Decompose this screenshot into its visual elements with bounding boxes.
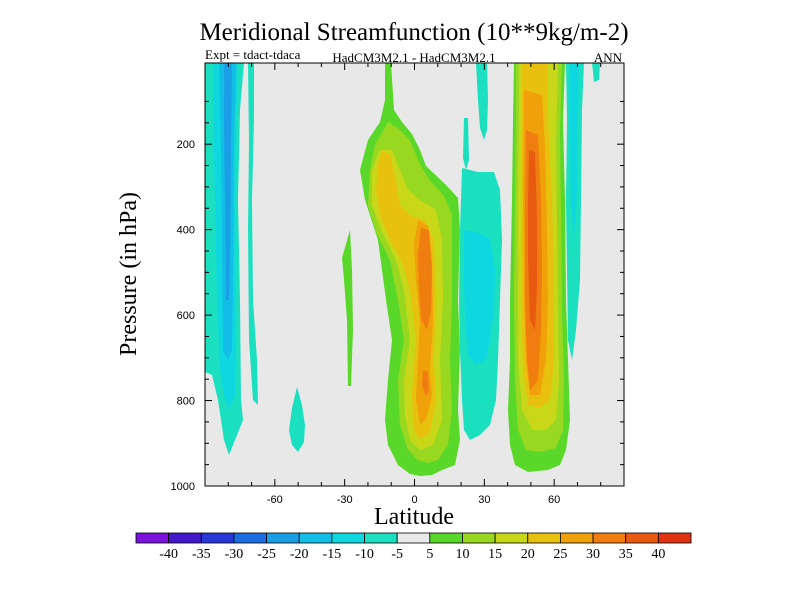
x-tick-label: -30 (337, 494, 353, 506)
contour-sh-neg-isolated (289, 387, 305, 452)
colorbar-label: 5 (426, 547, 433, 562)
x-axis-label: Latitude (374, 504, 454, 530)
colorbar-label: -20 (290, 547, 309, 562)
colorbar-label: 20 (521, 547, 535, 562)
colorbar-label: -40 (159, 547, 178, 562)
contour-sh-pos-wisp (342, 230, 353, 386)
contour-eq-neg-10 (464, 230, 495, 365)
y-tick-label: 200 (177, 139, 195, 151)
y-tick-label: 400 (177, 225, 195, 237)
colorbar: -40 -35 -30 -25 -20 -15 -10 -5 5 10 15 20 25 30 35 40 (135, 532, 692, 562)
subtitle-right: ANN (594, 50, 623, 65)
contour-eq-neg-small (463, 118, 469, 170)
colorbar-swatch (298, 532, 333, 544)
colorbar-swatch (592, 532, 627, 544)
x-tick-label: 30 (478, 494, 490, 506)
chart-title: Meridional Streamfunction (10**9kg/m-2) (199, 19, 628, 46)
y-tick-label: 800 (177, 396, 195, 408)
colorbar-label: -15 (323, 547, 342, 562)
x-axis: -60 -30 0 30 60 (204, 63, 625, 506)
subtitle-center: HadCM3M2.1 - HadCM3M2.1 (332, 50, 495, 65)
colorbar-swatch (266, 532, 300, 544)
x-tick-label: 60 (548, 494, 560, 506)
colorbar-swatch (233, 532, 267, 544)
colorbar-label: -10 (355, 547, 374, 562)
colorbar-label: 40 (651, 547, 665, 562)
contour-tr-pos-30b (422, 370, 429, 395)
colorbar-swatch (200, 532, 235, 544)
colorbar-swatch (168, 532, 202, 544)
contour-eq-neg-upper (476, 63, 488, 140)
contour-nh-pos-35 (528, 150, 537, 330)
colorbar-swatch (364, 532, 398, 544)
contour-tr-pos-30 (418, 228, 432, 330)
colorbar-label: 15 (488, 547, 502, 562)
contour-sh-neg-20 (224, 63, 232, 300)
colorbar-swatch (657, 532, 692, 544)
contour-sh-neg-strip (248, 63, 258, 405)
colorbar-swatch (396, 532, 431, 544)
y-axis: 200 400 600 800 1000 (171, 100, 624, 493)
x-tick-label: -60 (267, 494, 283, 506)
colorbar-swatch (331, 532, 365, 544)
colorbar-swatch (135, 532, 170, 544)
colorbar-label: -5 (391, 547, 403, 562)
y-tick-label: 1000 (171, 481, 195, 493)
colorbar-label: 35 (619, 547, 633, 562)
colorbar-swatch (625, 532, 659, 544)
contour-nh-neg-10 (569, 63, 579, 240)
colorbar-swatch (560, 532, 594, 544)
colorbar-swatch (527, 532, 561, 544)
contour-nh-neg-top (592, 63, 600, 82)
x-tick-label: 0 (411, 494, 417, 506)
colorbar-swatch (462, 532, 496, 544)
colorbar-label: 10 (455, 547, 469, 562)
colorbar-label: 25 (553, 547, 567, 562)
colorbar-swatch (429, 532, 463, 544)
colorbar-label: -25 (257, 547, 276, 562)
colorbar-label: -30 (225, 547, 244, 562)
y-axis-label: Pressure (in hPa) (116, 192, 142, 356)
subtitle-left: Expt = tdact-tdaca (205, 47, 301, 62)
colorbar-swatch (494, 532, 529, 544)
colorbar-label: -35 (192, 547, 211, 562)
contour-fields (205, 63, 600, 476)
y-tick-label: 600 (177, 310, 195, 322)
colorbar-label: 30 (586, 547, 600, 562)
